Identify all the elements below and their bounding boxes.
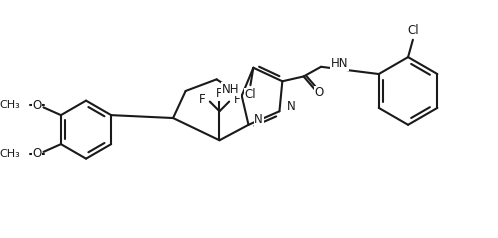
Text: CH₃: CH₃ (0, 149, 20, 159)
Text: F: F (216, 87, 223, 100)
Text: Cl: Cl (407, 24, 419, 36)
Text: HN: HN (331, 57, 348, 70)
Text: N: N (287, 100, 296, 113)
Text: O: O (32, 99, 41, 112)
Text: F: F (199, 93, 205, 106)
Text: CH₃: CH₃ (0, 100, 20, 110)
Text: O: O (314, 86, 324, 99)
Text: F: F (234, 93, 240, 106)
Text: Cl: Cl (245, 88, 256, 101)
Text: O: O (32, 147, 41, 160)
Text: NH: NH (222, 83, 239, 95)
Text: N: N (254, 114, 263, 126)
